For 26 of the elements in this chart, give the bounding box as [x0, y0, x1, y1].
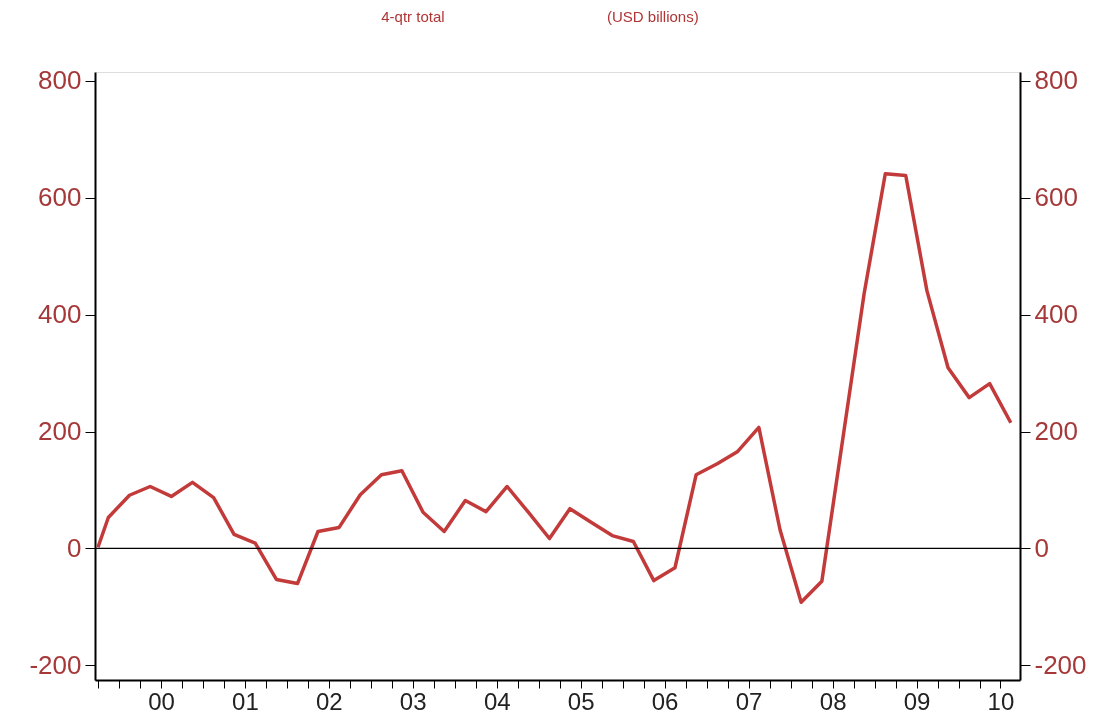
y2-tick-label: 0 [1034, 532, 1049, 563]
y-tick-label: 400 [38, 299, 82, 330]
y2-tick-label: 400 [1034, 299, 1078, 330]
line-series [96, 171, 1013, 604]
y-tick-label: -200 [29, 649, 82, 680]
x-tick-label: 10 [987, 687, 1015, 715]
y2-tick-label: 800 [1034, 65, 1078, 96]
y-tick-label: 800 [38, 65, 82, 96]
x-tick-label: 02 [315, 687, 343, 715]
y-tick-label: 200 [38, 416, 82, 447]
x-tick-label: 09 [903, 687, 931, 715]
y2-tick-label: 200 [1034, 416, 1078, 447]
y2-tick-label: 600 [1034, 182, 1078, 213]
x-tick-label: 04 [483, 687, 511, 715]
x-tick-label: 08 [819, 687, 847, 715]
x-tick-label: 07 [735, 687, 763, 715]
x-tick-label: 00 [148, 687, 175, 715]
y2-tick-label: -200 [1034, 649, 1087, 680]
chart-subtitle: (USD billions) [607, 8, 699, 25]
x-tick-label: 03 [399, 687, 427, 715]
y-tick-label: 600 [38, 182, 82, 213]
x-tick-label: 01 [232, 687, 259, 715]
y-tick-label: 0 [67, 532, 82, 563]
chart-title: 4-qtr total [381, 8, 445, 25]
x-tick-label: 05 [567, 687, 595, 715]
x-tick-label: 06 [651, 687, 679, 715]
